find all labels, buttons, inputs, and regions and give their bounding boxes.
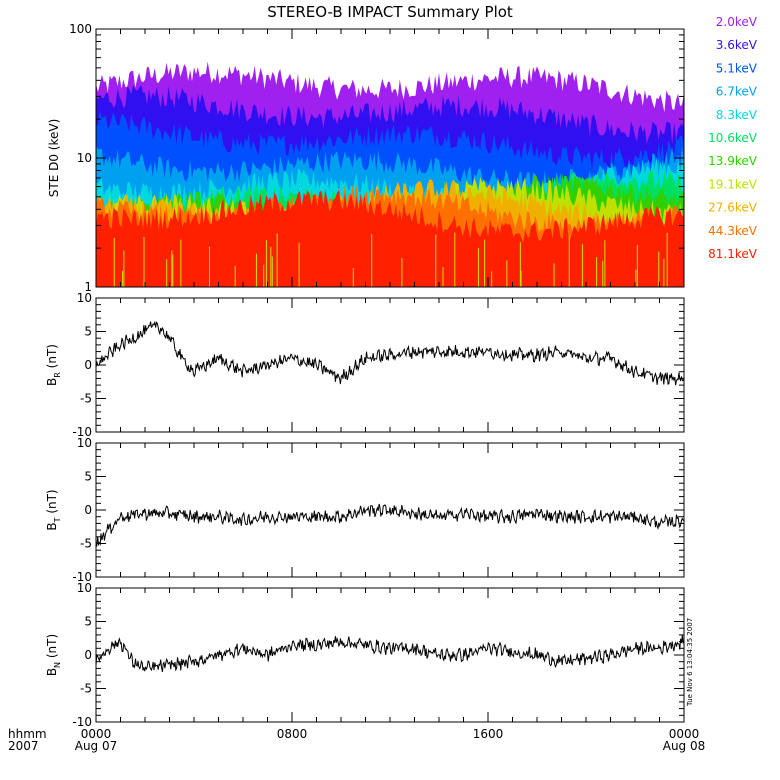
legend-entry-27.6keV: 27.6keV	[708, 201, 758, 215]
y-tick-label: 10	[77, 151, 92, 165]
br-y-axis-label: BR (nT)	[45, 344, 62, 386]
y-tick-label: 0	[84, 503, 92, 517]
y-tick-label: -10	[72, 425, 92, 439]
y-tick-label: 100	[69, 22, 92, 36]
y-tick-label: 1	[84, 280, 92, 294]
legend-entry-3.6keV: 3.6keV	[716, 38, 758, 52]
y-tick-label: 5	[84, 615, 92, 629]
x-tick-label: 0000	[669, 727, 700, 741]
legend-entry-8.3keV: 8.3keV	[716, 108, 758, 122]
x-tick-label: 1600	[473, 727, 504, 741]
ste-spectrogram-panel: 1 10 100 STE D0 (keV)	[47, 22, 685, 294]
legend-entry-10.6keV: 10.6keV	[708, 131, 758, 145]
bn-panel: 10 5 0 -5 -10 BN (nT)	[45, 581, 685, 729]
legend-entry-19.1keV: 19.1keV	[708, 177, 758, 191]
x-tick-label: 0800	[277, 727, 308, 741]
bt-y-axis-label: BT (nT)	[45, 489, 62, 530]
y-tick-label: 5	[84, 325, 92, 339]
br-panel: 10 5 0 -5 -10 BR (nT)	[45, 291, 685, 439]
x-tick-date-label: Aug 07	[75, 739, 118, 753]
y-tick-label: -5	[80, 537, 92, 551]
spectrogram-band-81.1keV	[96, 189, 684, 287]
legend-entry-5.1keV: 5.1keV	[716, 61, 758, 75]
legend-entry-13.9keV: 13.9keV	[708, 154, 758, 168]
time-axis-unit-label: hhmm	[8, 727, 47, 741]
legend-entry-81.1keV: 81.1keV	[708, 247, 758, 261]
y-tick-label: 10	[77, 436, 92, 450]
br-trace	[95, 320, 685, 386]
y-tick-label: 10	[77, 291, 92, 305]
y-tick-label: 0	[84, 648, 92, 662]
y-tick-label: 0	[84, 358, 92, 372]
y-tick-label: -5	[80, 682, 92, 696]
legend-entry-2.0keV: 2.0keV	[716, 15, 758, 29]
bn-trace	[95, 635, 685, 672]
legend-entry-44.3keV: 44.3keV	[708, 224, 758, 238]
bt-panel: 10 5 0 -5 -10 BT (nT)	[45, 436, 685, 584]
magnetic-field-panels: 10 5 0 -5 -10 BR (nT) 10 5 0 -5 -10 BT (nT) 10 5 0 -5 -1…	[45, 291, 685, 729]
y-tick-label: 5	[84, 470, 92, 484]
y-tick-label: -10	[72, 570, 92, 584]
x-tick-label: 0000	[81, 727, 112, 741]
x-tick-date-label: Aug 08	[663, 739, 706, 753]
bt-trace	[95, 503, 685, 548]
spectrogram-fill	[96, 61, 684, 287]
br-frame	[95, 297, 685, 433]
y-tick-label: -10	[72, 715, 92, 729]
legend-entry-6.7keV: 6.7keV	[716, 85, 758, 99]
timestamp-label: Tue Nov 6 13:04:35 2007	[686, 618, 694, 707]
spectrogram-y-axis-label: STE D0 (keV)	[47, 119, 61, 198]
y-tick-label: -5	[80, 392, 92, 406]
y-tick-label: 10	[77, 581, 92, 595]
bn-y-axis-label: BN (nT)	[45, 634, 62, 676]
energy-legend: 2.0keV 3.6keV 5.1keV 6.7keV 8.3keV 10.6keV 13.…	[708, 15, 758, 261]
plot-title: STEREO-B IMPACT Summary Plot	[267, 3, 513, 21]
time-axis-year-label: 2007	[8, 739, 39, 753]
